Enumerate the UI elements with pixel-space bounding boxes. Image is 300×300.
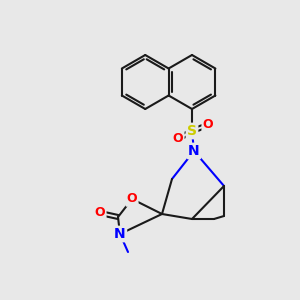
Text: N: N: [114, 227, 126, 241]
Text: S: S: [187, 124, 197, 138]
Text: O: O: [127, 193, 137, 206]
Text: O: O: [95, 206, 105, 220]
Text: O: O: [203, 118, 213, 131]
Text: O: O: [173, 133, 183, 146]
Text: N: N: [188, 144, 200, 158]
